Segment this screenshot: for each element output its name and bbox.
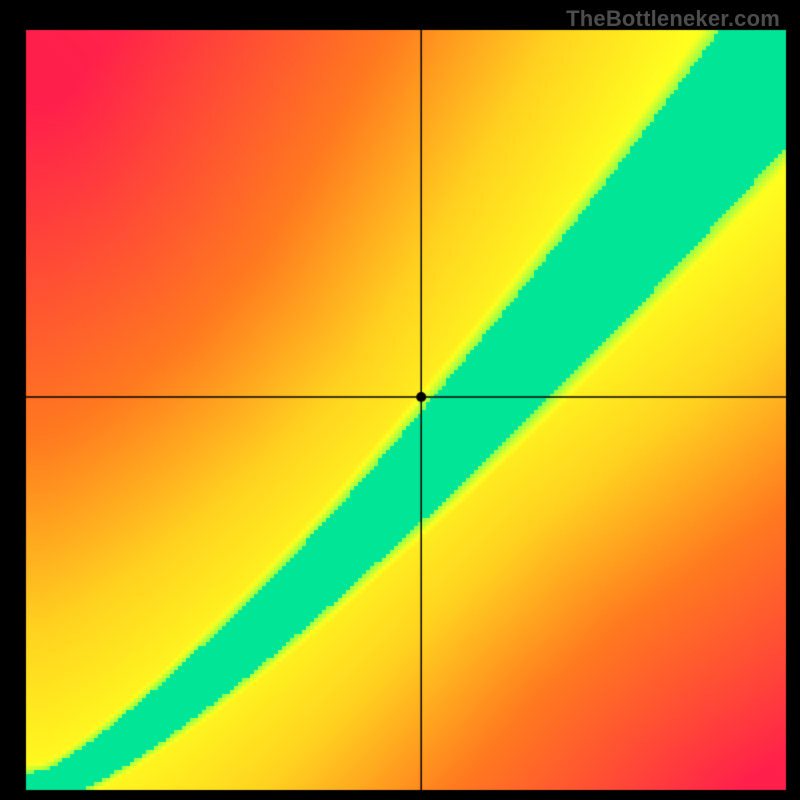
bottleneck-heatmap xyxy=(0,0,800,800)
watermark-text: TheBottleneker.com xyxy=(566,6,780,32)
chart-container: TheBottleneker.com xyxy=(0,0,800,800)
